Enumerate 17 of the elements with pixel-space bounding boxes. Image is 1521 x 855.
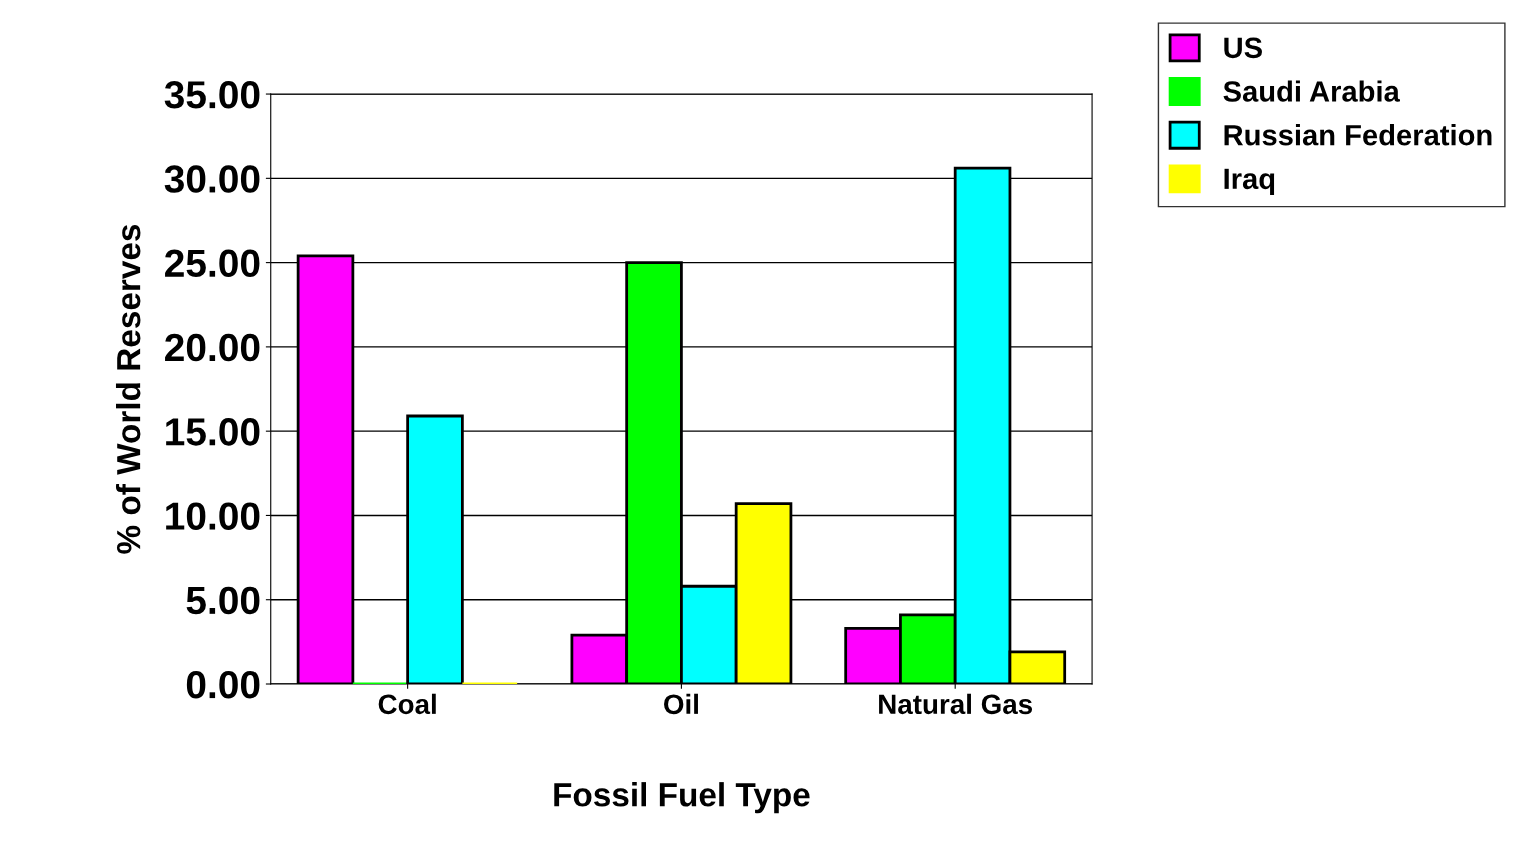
y-tick-label: 35.00 (164, 80, 260, 109)
legend-label: Saudi Arabia (1223, 80, 1400, 102)
legend-label: Iraq (1224, 168, 1275, 195)
y-tick-label: 25.00 (165, 249, 260, 278)
y-tick-label: 5.00 (186, 586, 260, 615)
y-tick-label: 30.00 (164, 165, 260, 193)
x-axis-title: Fossil Fuel Type (554, 782, 810, 814)
y-axis-title: % of World Reserves (115, 224, 141, 554)
x-tick-label: Coal (378, 693, 436, 715)
x-tick-label: Oil (664, 693, 698, 715)
y-tick-label: 10.00 (166, 502, 260, 530)
y-tick-label: 20.00 (165, 333, 260, 362)
x-tick-label: Natural Gas (879, 693, 1033, 715)
y-tick-label: 15.00 (166, 418, 260, 446)
legend-label: Russian Federation (1224, 124, 1492, 146)
y-tick-label: 0.00 (186, 670, 260, 699)
legend-label: US (1224, 37, 1262, 59)
